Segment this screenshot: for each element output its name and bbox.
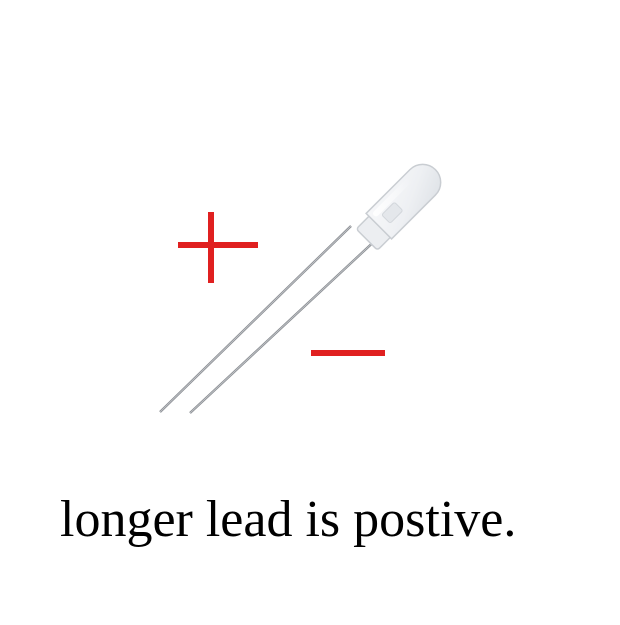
led-lens (356, 163, 442, 250)
short-lead (189, 235, 381, 414)
caption-text: longer lead is postive. (60, 491, 517, 548)
led-icon (159, 163, 442, 414)
long-lead (159, 225, 352, 413)
plus-sign-icon (178, 212, 258, 283)
